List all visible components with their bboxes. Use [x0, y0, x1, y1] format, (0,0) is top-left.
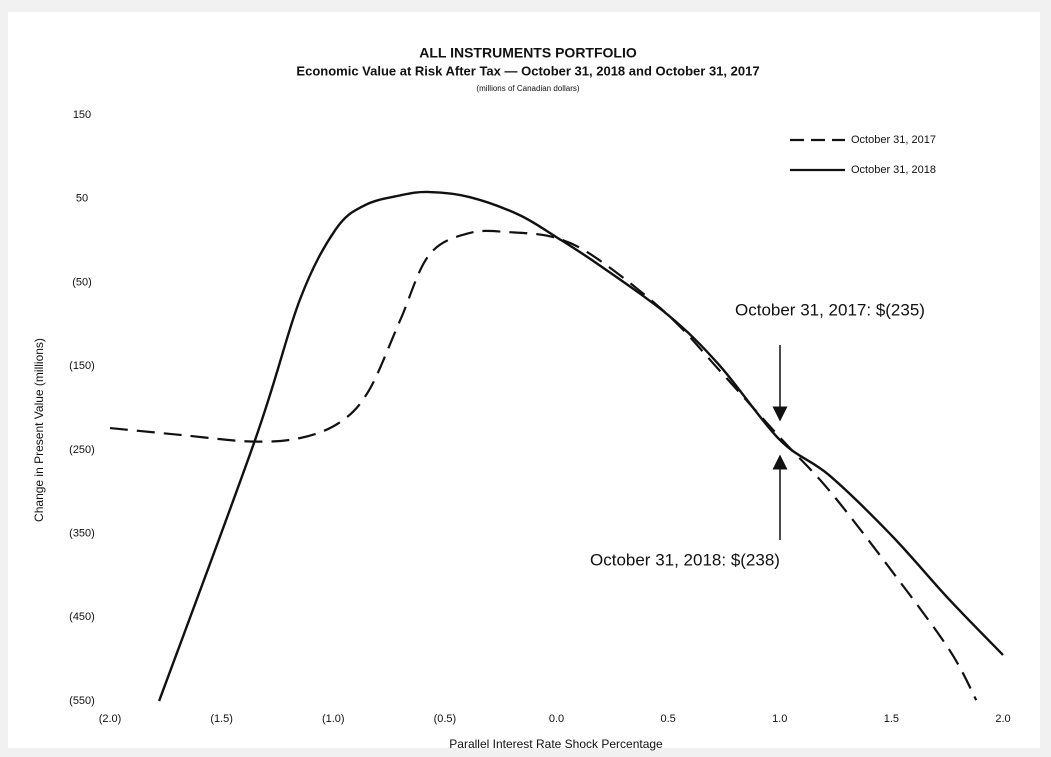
x-tick-label: 1.0 — [772, 713, 787, 725]
x-tick-label: (0.5) — [434, 713, 457, 725]
y-tick-label: (150) — [69, 360, 95, 372]
line-series — [157, 190, 1004, 702]
legend-label: October 31, 2018 — [851, 164, 936, 176]
x-tick-label: (1.0) — [322, 713, 345, 725]
x-tick-label: 2.0 — [995, 713, 1010, 725]
frame — [8, 12, 1040, 748]
chart-subtitle: Economic Value at Risk After Tax — Octob… — [296, 63, 759, 78]
legend-label: October 31, 2017 — [851, 134, 936, 146]
y-tick-label: (250) — [69, 444, 95, 456]
x-tick-label: (2.0) — [99, 713, 122, 725]
x-axis-label: Parallel Interest Rate Shock Percentage — [449, 737, 663, 751]
chart-title: ALL INSTRUMENTS PORTFOLIO — [419, 45, 637, 61]
y-tick-label: (350) — [69, 527, 95, 539]
y-tick-label: (550) — [69, 695, 95, 707]
x-tick-label: (1.5) — [210, 713, 233, 725]
y-axis-label: Change in Present Value (millions) — [32, 338, 46, 522]
annotation: October 31, 2018: $(238) — [590, 550, 780, 569]
y-tick-label: 50 — [76, 193, 88, 205]
x-tick-label: 1.5 — [884, 713, 899, 725]
x-tick-label: 0.5 — [660, 713, 675, 725]
line-series — [109, 229, 978, 701]
y-tick-label: (450) — [69, 611, 95, 623]
x-tick-label: 0.0 — [549, 713, 564, 725]
annotation: October 31, 2017: $(235) — [735, 300, 925, 319]
chart-note: (millions of Canadian dollars) — [476, 84, 579, 93]
y-tick-label: (50) — [72, 276, 92, 288]
y-tick-label: 150 — [73, 109, 91, 121]
